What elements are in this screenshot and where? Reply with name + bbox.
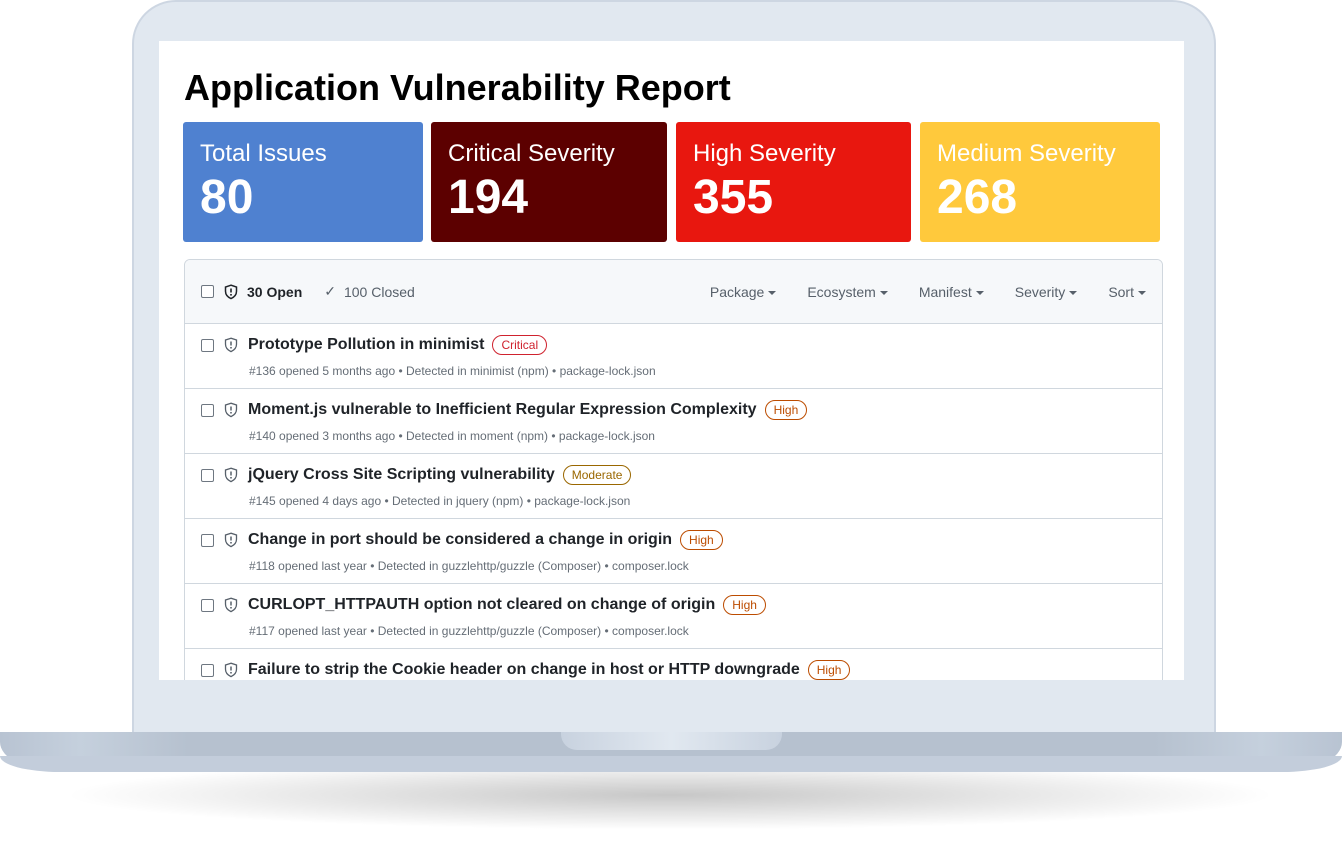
stat-card: Medium Severity 268 (920, 122, 1160, 242)
alert-title-link[interactable]: jQuery Cross Site Scripting vulnerabilit… (248, 466, 555, 483)
severity-badge: Critical (492, 335, 548, 355)
shield-alert-icon (224, 467, 238, 483)
severity-badge: High (764, 400, 808, 420)
stat-label: Critical Severity (448, 140, 615, 167)
open-tab[interactable]: 30 Open (223, 284, 302, 300)
alert-meta: #145 opened 4 days ago • Detected in jqu… (249, 494, 631, 508)
alerts-toolbar: 30 Open ✓ 100 Closed Package Ecosystem Man… (185, 260, 1162, 324)
stat-card: Critical Severity 194 (431, 122, 667, 242)
row-checkbox[interactable] (201, 338, 214, 352)
alert-title-link[interactable]: Failure to strip the Cookie header on ch… (248, 661, 800, 678)
shield-alert-icon (224, 532, 238, 548)
alert-title-link[interactable]: Prototype Pollution in minimist (248, 336, 485, 353)
row-checkbox[interactable] (201, 403, 214, 417)
laptop-notch (561, 732, 782, 750)
stat-card: Total Issues 80 (183, 122, 423, 242)
shield-alert-icon (224, 283, 238, 299)
row-checkbox[interactable] (201, 468, 214, 482)
alert-row: CURLOPT_HTTPAUTH option not cleared on c… (185, 584, 1162, 649)
alert-title-link[interactable]: CURLOPT_HTTPAUTH option not cleared on c… (248, 596, 716, 613)
alert-title-link[interactable]: Change in port should be considered a ch… (248, 531, 673, 548)
stat-card: High Severity 355 (676, 122, 911, 242)
shield-alert-icon (224, 597, 238, 613)
shield-alert-icon (224, 337, 238, 353)
row-checkbox[interactable] (201, 598, 214, 612)
alert-meta: #118 opened last year • Detected in guzz… (249, 559, 689, 573)
row-checkbox[interactable] (201, 663, 214, 677)
laptop-screen: Application Vulnerability Report Total I… (159, 41, 1184, 680)
stat-value: 355 (693, 171, 774, 224)
severity-badge: High (680, 530, 723, 550)
filter-dropdown[interactable]: Manifest (919, 284, 984, 300)
stat-label: Medium Severity (937, 140, 1116, 167)
shield-alert-icon (224, 662, 238, 678)
alert-row: Failure to strip the Cookie header on ch… (185, 649, 1162, 680)
alert-row: Change in port should be considered a ch… (185, 519, 1162, 584)
select-all-checkbox[interactable] (201, 285, 214, 298)
alert-row: jQuery Cross Site Scripting vulnerabilit… (185, 454, 1162, 519)
alert-meta: #136 opened 5 months ago • Detected in m… (249, 364, 656, 378)
shield-alert-icon (224, 402, 238, 418)
alert-meta: #117 opened last year • Detected in guzz… (249, 624, 689, 638)
alert-meta: #140 opened 3 months ago • Detected in m… (249, 429, 655, 443)
filter-dropdown[interactable]: Severity (1015, 284, 1078, 300)
filter-dropdown[interactable]: Sort (1108, 284, 1146, 300)
stat-value: 80 (200, 171, 254, 224)
filter-dropdown[interactable]: Package (710, 284, 776, 300)
check-icon: ✓ (324, 283, 336, 299)
stat-label: High Severity (693, 140, 836, 167)
alert-title-link[interactable]: Moment.js vulnerable to Inefficient Regu… (248, 401, 757, 418)
row-checkbox[interactable] (201, 533, 214, 547)
severity-badge: Moderate (562, 465, 632, 485)
alert-row: Prototype Pollution in minimist Critical #… (185, 324, 1162, 389)
stat-value: 268 (937, 171, 1018, 224)
severity-badge: High (807, 660, 851, 680)
alerts-panel: 30 Open ✓ 100 Closed Package Ecosystem Man… (184, 259, 1163, 680)
page-title: Application Vulnerability Report (184, 67, 731, 108)
stat-label: Total Issues (200, 140, 327, 167)
severity-badge: High (723, 595, 766, 615)
alert-row: Moment.js vulnerable to Inefficient Regu… (185, 389, 1162, 454)
filter-dropdown[interactable]: Ecosystem (807, 284, 887, 300)
stat-value: 194 (448, 171, 529, 224)
closed-tab[interactable]: ✓ 100 Closed (324, 283, 415, 300)
